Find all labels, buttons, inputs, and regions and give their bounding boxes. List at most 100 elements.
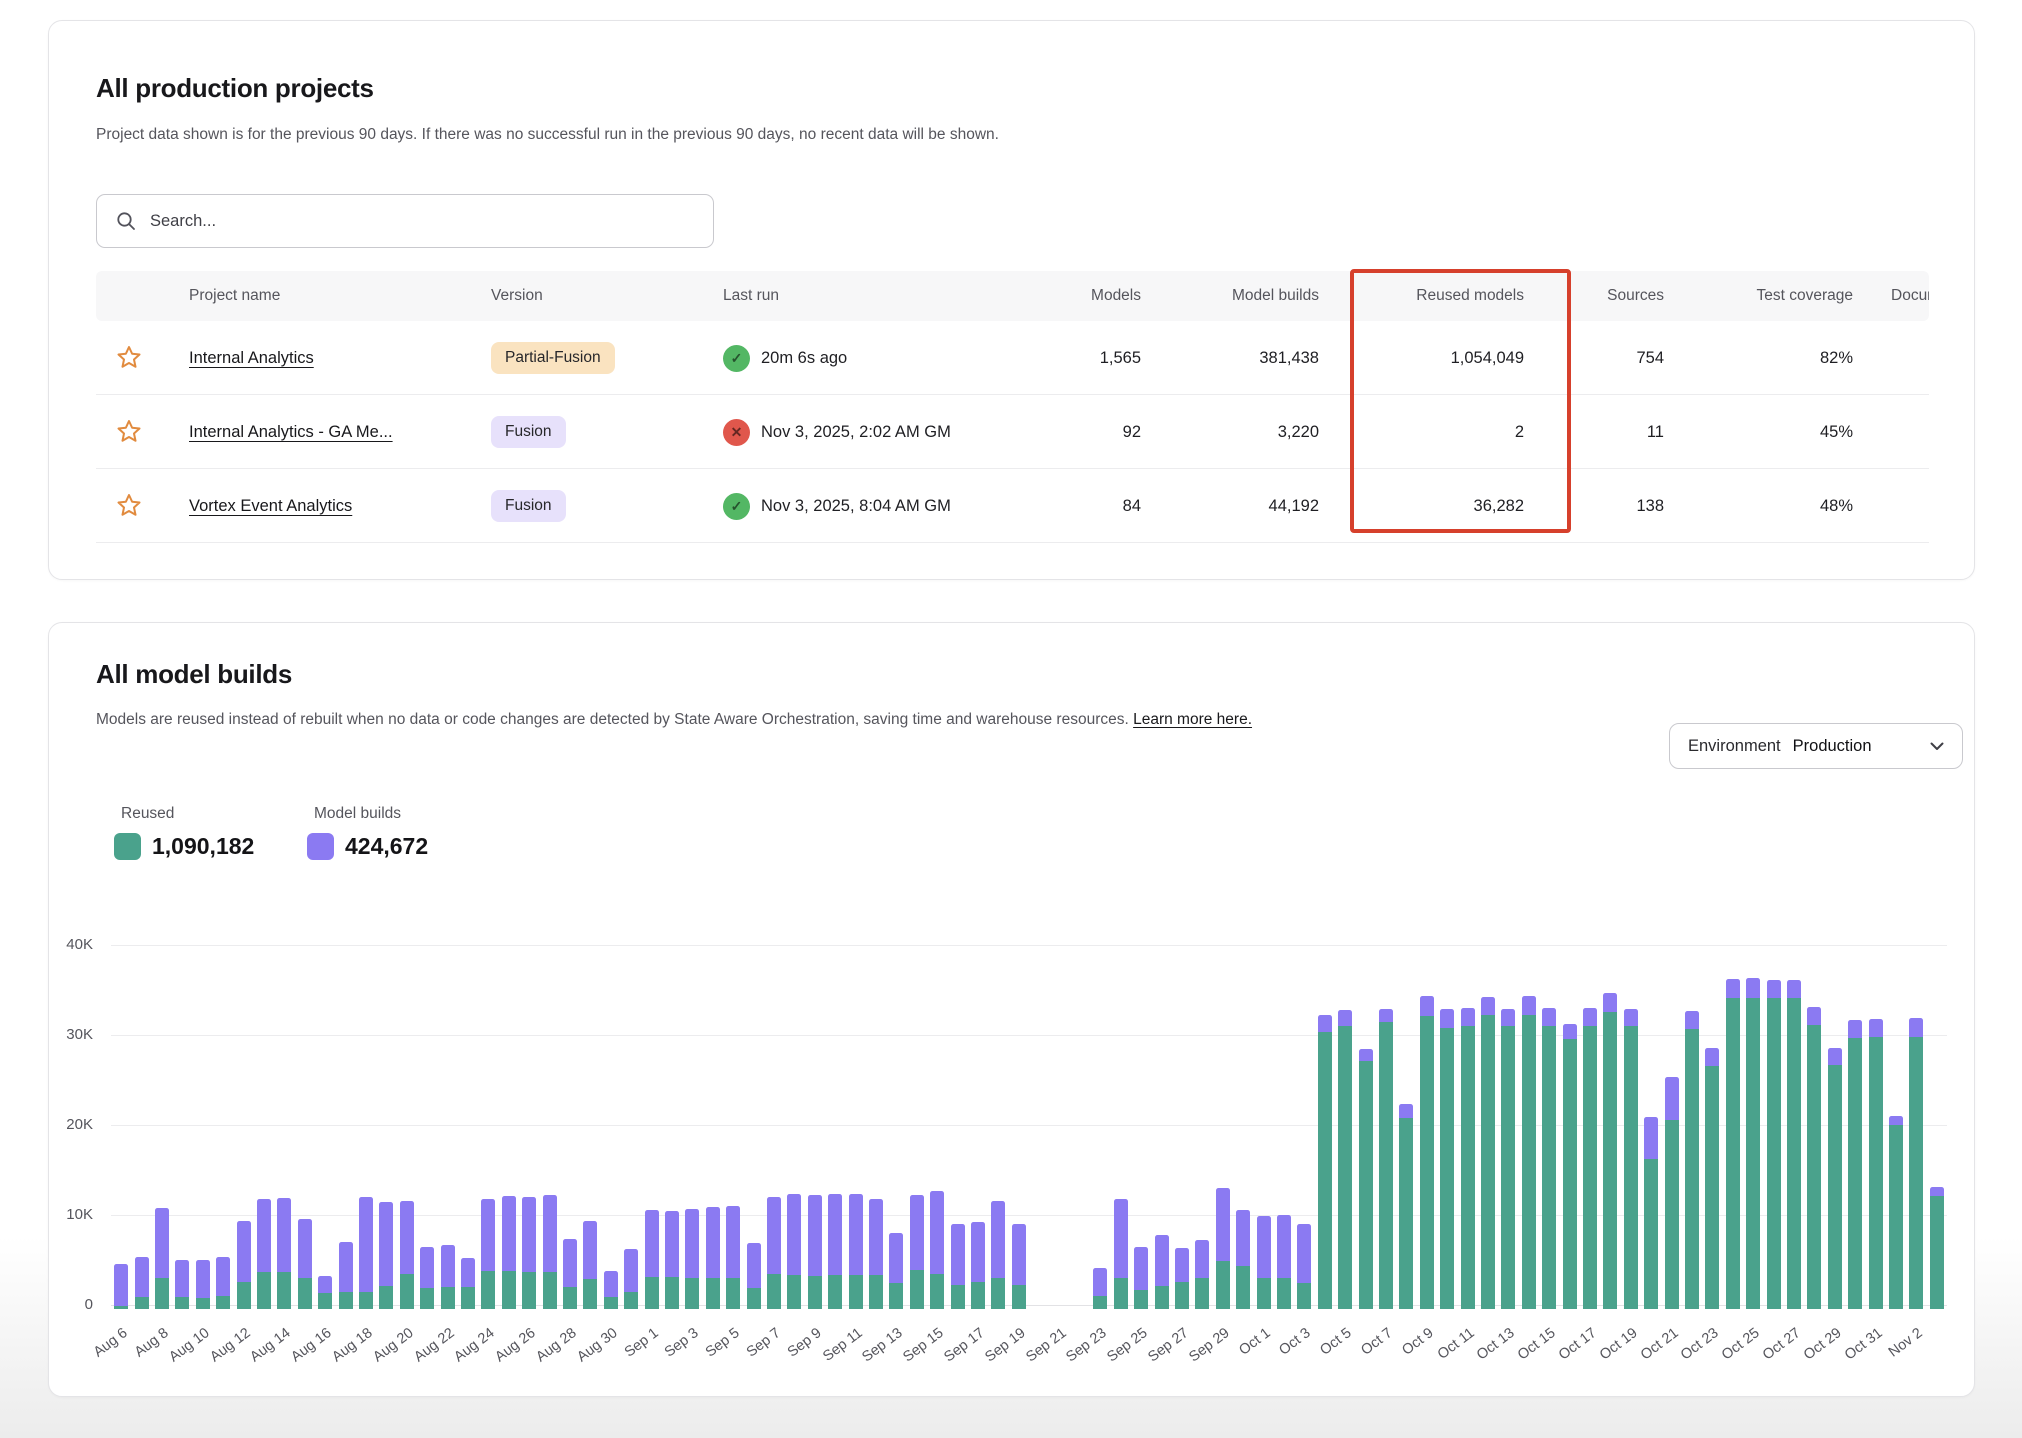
bar-sep-19[interactable] [1009,945,1029,1309]
bar-oct-27[interactable] [1784,945,1804,1309]
bar-aug-25[interactable] [499,945,519,1309]
bar-oct-21[interactable] [1661,945,1681,1309]
environment-select[interactable]: Environment Production [1669,723,1963,769]
bar-oct-19[interactable] [1621,945,1641,1309]
bar-aug-21[interactable] [417,945,437,1309]
bar-oct-4[interactable] [1315,945,1335,1309]
bar-aug-18[interactable] [356,945,376,1309]
col-documentation[interactable]: Documentation [1891,287,1929,304]
bar-sep-30[interactable] [1233,945,1253,1309]
bar-oct-11[interactable] [1457,945,1477,1309]
table-row[interactable]: Internal Analytics - GA Me... Fusion Nov… [96,395,1929,469]
bar-aug-28[interactable] [560,945,580,1309]
col-models[interactable]: Models [1091,287,1141,304]
bar-oct-24[interactable] [1723,945,1743,1309]
bar-sep-29[interactable] [1213,945,1233,1309]
bar-oct-25[interactable] [1743,945,1763,1309]
bar-aug-8[interactable] [152,945,172,1309]
bar-oct-6[interactable] [1355,945,1375,1309]
bar-sep-16[interactable] [947,945,967,1309]
bar-aug-15[interactable] [295,945,315,1309]
bar-sep-28[interactable] [1192,945,1212,1309]
bar-nov-1[interactable] [1886,945,1906,1309]
bar-aug-10[interactable] [193,945,213,1309]
bar-oct-14[interactable] [1519,945,1539,1309]
bar-aug-9[interactable] [172,945,192,1309]
col-version[interactable]: Version [491,287,543,304]
bar-oct-15[interactable] [1539,945,1559,1309]
bar-aug-19[interactable] [376,945,396,1309]
bar-aug-29[interactable] [580,945,600,1309]
bar-sep-2[interactable] [662,945,682,1309]
bar-oct-18[interactable] [1600,945,1620,1309]
project-link[interactable]: Internal Analytics [189,348,314,367]
bar-sep-13[interactable] [886,945,906,1309]
bar-sep-8[interactable] [784,945,804,1309]
search-box[interactable] [96,194,714,248]
bar-aug-13[interactable] [254,945,274,1309]
bar-sep-5[interactable] [723,945,743,1309]
bar-sep-26[interactable] [1151,945,1171,1309]
bar-aug-24[interactable] [478,945,498,1309]
bar-sep-11[interactable] [845,945,865,1309]
bar-sep-21[interactable] [1049,945,1069,1309]
bar-aug-11[interactable] [213,945,233,1309]
bar-oct-13[interactable] [1498,945,1518,1309]
bar-oct-5[interactable] [1335,945,1355,1309]
col-sources[interactable]: Sources [1607,287,1664,304]
search-input[interactable] [150,211,695,231]
bar-oct-22[interactable] [1682,945,1702,1309]
bar-aug-27[interactable] [539,945,559,1309]
bar-sep-15[interactable] [927,945,947,1309]
bar-sep-22[interactable] [1070,945,1090,1309]
bar-sep-6[interactable] [743,945,763,1309]
bar-aug-7[interactable] [131,945,151,1309]
learn-more-link[interactable]: Learn more here. [1133,711,1253,728]
bar-oct-1[interactable] [1253,945,1273,1309]
bar-sep-7[interactable] [764,945,784,1309]
bar-nov-3[interactable] [1927,945,1947,1309]
col-reused-models[interactable]: Reused models [1416,287,1524,304]
bar-sep-24[interactable] [1111,945,1131,1309]
bar-aug-31[interactable] [621,945,641,1309]
col-last-run[interactable]: Last run [723,287,780,304]
bar-sep-1[interactable] [641,945,661,1309]
bar-oct-30[interactable] [1845,945,1865,1309]
project-link[interactable]: Internal Analytics - GA Me... [189,422,393,441]
bar-oct-31[interactable] [1865,945,1885,1309]
favorite-star-icon[interactable] [114,469,144,543]
bar-aug-16[interactable] [315,945,335,1309]
bar-oct-9[interactable] [1417,945,1437,1309]
bar-oct-26[interactable] [1763,945,1783,1309]
bar-oct-23[interactable] [1702,945,1722,1309]
bar-sep-14[interactable] [907,945,927,1309]
bar-oct-20[interactable] [1641,945,1661,1309]
bar-aug-6[interactable] [111,945,131,1309]
bar-sep-10[interactable] [825,945,845,1309]
bar-oct-12[interactable] [1478,945,1498,1309]
bar-oct-16[interactable] [1559,945,1579,1309]
bar-oct-29[interactable] [1825,945,1845,1309]
bar-sep-3[interactable] [682,945,702,1309]
bar-oct-17[interactable] [1580,945,1600,1309]
bar-aug-23[interactable] [458,945,478,1309]
bar-sep-4[interactable] [703,945,723,1309]
bar-oct-3[interactable] [1294,945,1314,1309]
bar-aug-17[interactable] [335,945,355,1309]
bar-sep-25[interactable] [1131,945,1151,1309]
bar-sep-17[interactable] [968,945,988,1309]
bar-aug-12[interactable] [233,945,253,1309]
project-link[interactable]: Vortex Event Analytics [189,496,353,515]
col-project-name[interactable]: Project name [189,287,281,304]
bar-aug-30[interactable] [601,945,621,1309]
favorite-star-icon[interactable] [114,321,144,395]
bar-oct-10[interactable] [1437,945,1457,1309]
bar-oct-7[interactable] [1376,945,1396,1309]
bar-sep-18[interactable] [988,945,1008,1309]
bar-sep-9[interactable] [805,945,825,1309]
bar-aug-26[interactable] [519,945,539,1309]
bar-aug-14[interactable] [274,945,294,1309]
bar-sep-27[interactable] [1172,945,1192,1309]
table-row[interactable]: Vortex Event Analytics Fusion Nov 3, 202… [96,469,1929,543]
table-row[interactable]: Internal Analytics Partial-Fusion 20m 6s… [96,321,1929,395]
